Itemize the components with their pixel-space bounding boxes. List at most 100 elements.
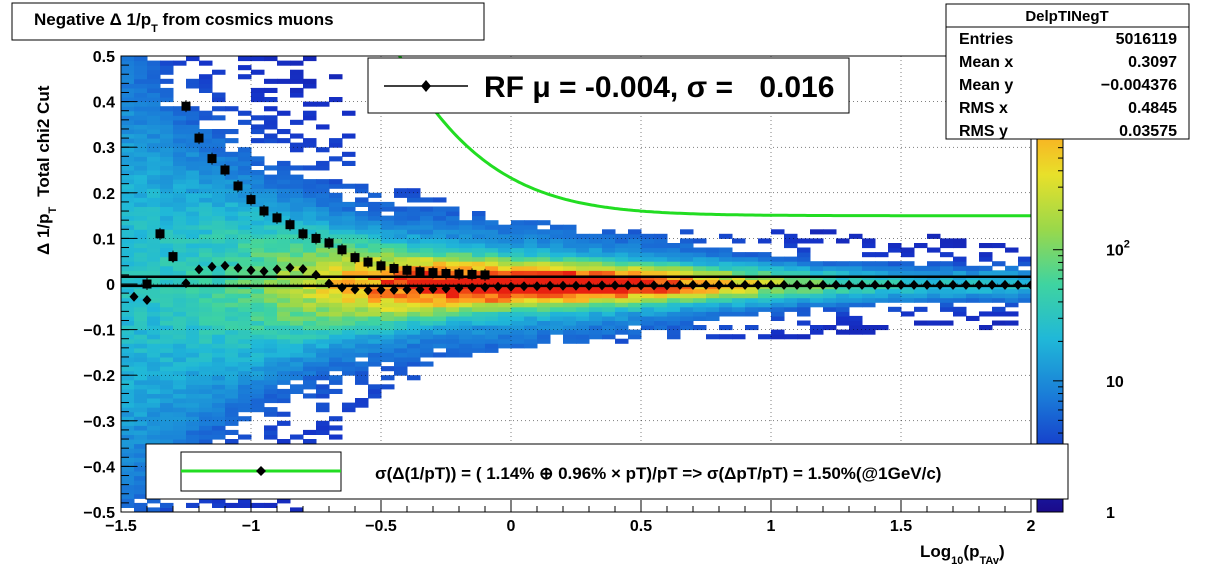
heatmap-bin	[160, 138, 174, 144]
mean-point	[181, 278, 191, 289]
heatmap-bin	[940, 238, 954, 244]
heatmap-bin	[459, 265, 473, 271]
heatmap-bin	[1018, 256, 1031, 262]
heatmap-bin	[485, 293, 499, 299]
heatmap-bin	[134, 384, 148, 390]
heatmap-bin	[875, 261, 889, 267]
heatmap-bin	[316, 179, 330, 185]
heatmap-bin	[446, 306, 460, 312]
heatmap-bin	[186, 229, 200, 235]
y-tick-label: −0.1	[83, 323, 115, 340]
heatmap-bin	[732, 311, 746, 317]
heatmap-bin	[537, 256, 551, 262]
heatmap-bin	[927, 247, 941, 253]
heatmap-bin	[147, 201, 161, 207]
heatmap-bin	[485, 311, 499, 317]
heatmap-bin	[238, 379, 252, 385]
heatmap-bin	[147, 92, 161, 98]
heatmap-bin	[160, 142, 174, 148]
heatmap-bin	[147, 151, 161, 157]
heatmap-bin	[901, 261, 915, 267]
heatmap-bin	[329, 224, 343, 230]
heatmap-bin	[277, 325, 291, 331]
heatmap-bin	[264, 366, 278, 372]
heatmap-bin	[147, 498, 161, 504]
heatmap-bin	[121, 220, 135, 226]
heatmap-bin	[147, 101, 161, 107]
sigma-point	[220, 165, 230, 175]
heatmap-bin	[277, 293, 291, 299]
heatmap-bin	[498, 252, 512, 258]
heatmap-bin	[134, 475, 148, 481]
heatmap-bin	[199, 183, 213, 189]
heatmap-bin	[134, 65, 148, 71]
mean-point	[545, 280, 555, 291]
heatmap-bin	[576, 288, 590, 294]
heatmap-bin	[290, 256, 304, 262]
heatmap-bin	[225, 297, 239, 303]
heatmap-bin	[212, 338, 226, 344]
heatmap-bin	[394, 270, 408, 276]
heatmap-bin	[199, 302, 213, 308]
heatmap-bin	[563, 338, 577, 344]
heatmap-bin	[316, 211, 330, 217]
heatmap-bin	[134, 461, 148, 467]
heatmap-bin	[329, 388, 343, 394]
heatmap-bin	[394, 352, 408, 358]
heatmap-bin	[511, 233, 525, 239]
heatmap-bin	[394, 325, 408, 331]
heatmap-bin	[147, 206, 161, 212]
heatmap-bin	[160, 247, 174, 253]
stats-label: RMS x	[959, 100, 1008, 117]
heatmap-bin	[225, 261, 239, 267]
heatmap-bin	[225, 170, 239, 176]
heatmap-bin	[459, 320, 473, 326]
heatmap-bin	[784, 233, 798, 239]
heatmap-bin	[914, 320, 928, 326]
heatmap-bin	[628, 315, 642, 321]
heatmap-bin	[602, 315, 616, 321]
heatmap-bin	[147, 69, 161, 75]
heatmap-bin	[173, 297, 187, 303]
heatmap-bin	[290, 165, 304, 171]
heatmap-bin	[732, 252, 746, 258]
sigma-point	[207, 154, 217, 164]
heatmap-bin	[459, 288, 473, 294]
heatmap-bin	[186, 375, 200, 381]
heatmap-bin	[316, 279, 330, 285]
heatmap-bin	[238, 165, 252, 171]
heatmap-bin	[173, 402, 187, 408]
heatmap-bin	[550, 302, 564, 308]
heatmap-bin	[381, 320, 395, 326]
heatmap-bin	[173, 384, 187, 390]
heatmap-bin	[212, 138, 226, 144]
mean-point	[519, 281, 529, 292]
heatmap-bin	[368, 201, 382, 207]
y-tick-label: −0.4	[83, 459, 115, 476]
heatmap-bin	[758, 279, 772, 285]
heatmap-bin	[186, 261, 200, 267]
heatmap-bin	[381, 261, 395, 267]
heatmap-bin	[251, 252, 265, 258]
heatmap-bin	[511, 302, 525, 308]
heatmap-bin	[212, 347, 226, 353]
heatmap-bin	[524, 343, 538, 349]
heatmap-bin	[121, 252, 135, 258]
heatmap-bin	[368, 393, 382, 399]
heatmap-bin	[836, 279, 850, 285]
heatmap-bin	[355, 306, 369, 312]
heatmap-bin	[225, 160, 239, 166]
heatmap-bin	[160, 233, 174, 239]
heatmap-bin	[680, 297, 694, 303]
heatmap-bin	[186, 165, 200, 171]
heatmap-bin	[732, 270, 746, 276]
heatmap-bin	[212, 357, 226, 363]
heatmap-bin	[420, 197, 434, 203]
heatmap-bin	[160, 92, 174, 98]
heatmap-bin	[303, 115, 317, 121]
heatmap-bin	[381, 325, 395, 331]
heatmap-bin	[524, 320, 538, 326]
heatmap-bin	[147, 60, 161, 66]
heatmap-bin	[186, 416, 200, 422]
heatmap-bin	[121, 156, 135, 162]
